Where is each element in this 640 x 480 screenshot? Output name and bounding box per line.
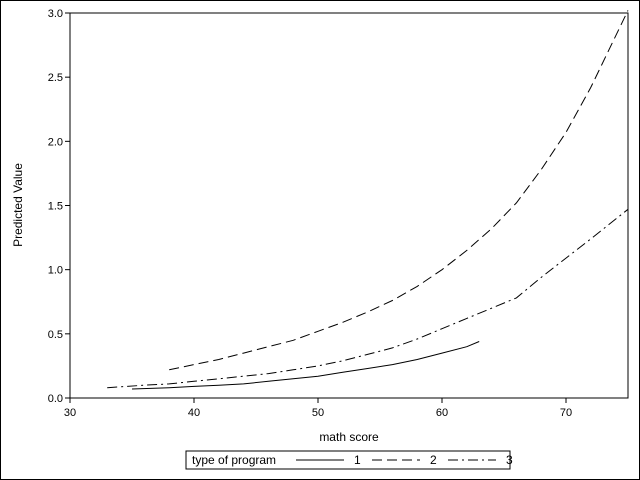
x-tick-label: 50 [312, 407, 324, 419]
series-line-2 [169, 10, 629, 371]
x-tick-label: 40 [188, 407, 200, 419]
y-tick-label: 1.0 [48, 265, 63, 277]
series-line-3 [107, 208, 629, 389]
legend: type of program 1 2 3 [185, 450, 513, 470]
y-axis-label: Predicted Value [11, 163, 25, 247]
y-tick-label: 2.5 [48, 72, 63, 84]
x-tick-label: 30 [64, 407, 76, 419]
x-tick-label: 60 [436, 407, 448, 419]
x-tick-label: 70 [560, 407, 572, 419]
legend-entries: 1 2 3 [296, 453, 513, 467]
series-line-1 [131, 341, 480, 390]
legend-label-2: 2 [430, 453, 437, 467]
y-tick-label: 0.0 [48, 393, 63, 405]
series-layer [107, 10, 629, 390]
y-tick-label: 2.0 [48, 136, 63, 148]
legend-box [185, 450, 511, 470]
x-axis-label: math score [319, 430, 379, 444]
y-tick-label: 1.5 [48, 201, 63, 213]
axes: 30 40 50 60 70 0.0 0.5 1.0 1.5 2.0 2.5 3.0 [48, 8, 572, 419]
legend-label-3: 3 [506, 453, 513, 467]
y-tick-label: 3.0 [48, 8, 63, 20]
legend-label-1: 1 [354, 453, 361, 467]
legend-title: type of program [192, 453, 276, 467]
y-tick-label: 0.5 [48, 329, 63, 341]
